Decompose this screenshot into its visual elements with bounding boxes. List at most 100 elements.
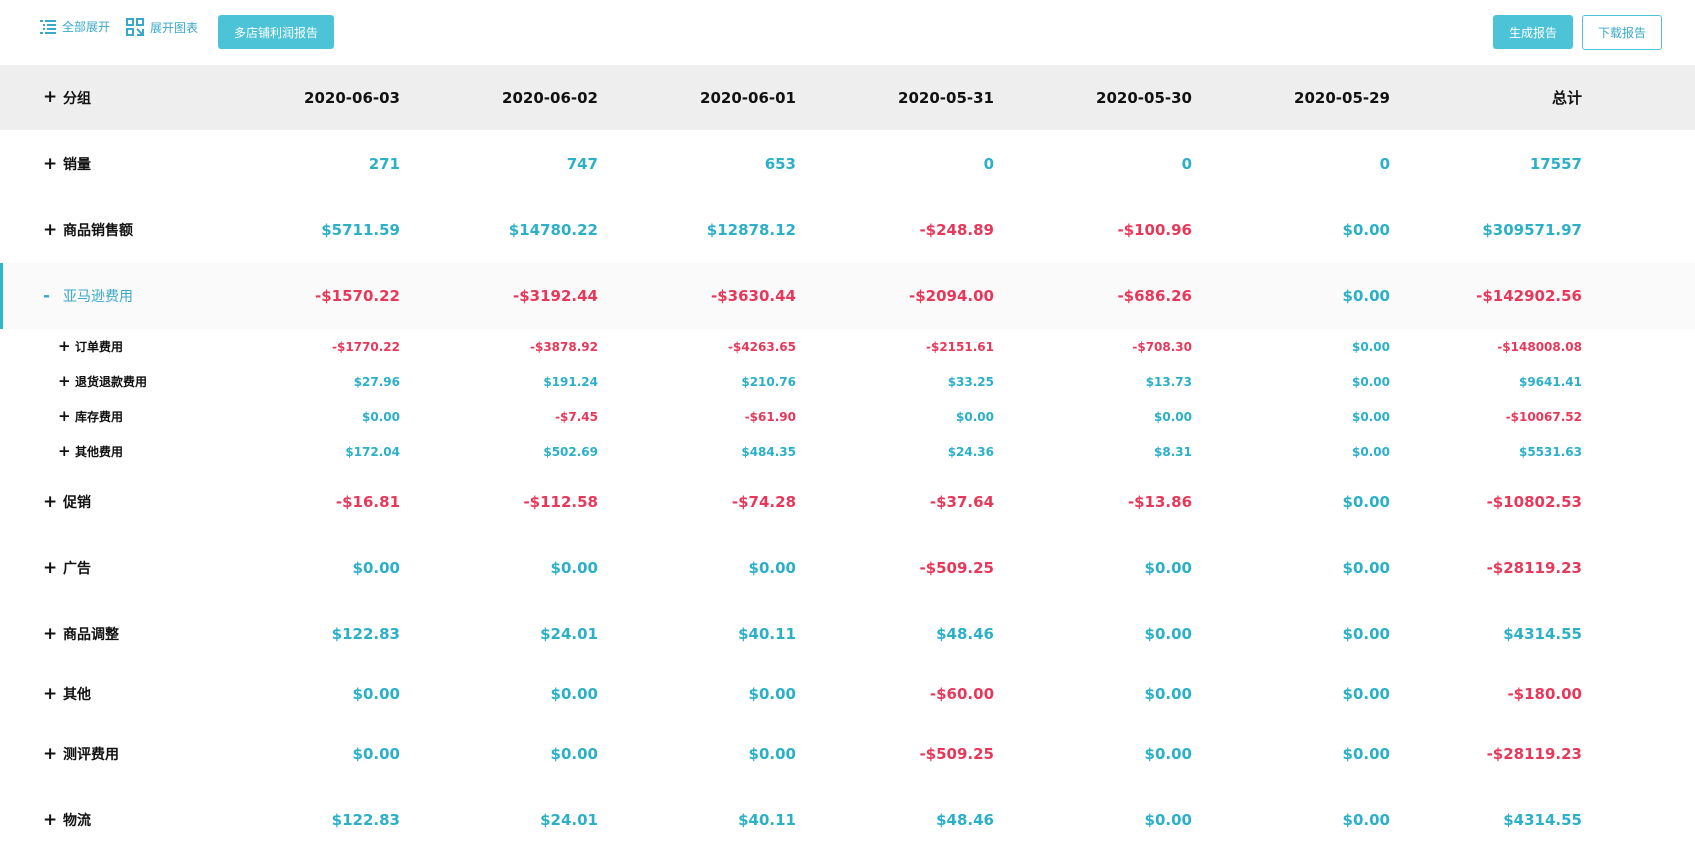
table-cell: $0.00 <box>1342 559 1390 577</box>
list-icon <box>40 19 56 34</box>
download-report-button[interactable]: 下载报告 <box>1582 15 1662 50</box>
table-cell: -$28119.23 <box>1486 745 1582 763</box>
table-cell: -$16.81 <box>335 493 400 511</box>
table-row[interactable]: + 广告 $0.00 $0.00 $0.00 -$509.25 $0.00 $0.00 -$28… <box>0 535 1695 601</box>
expand-chart-link[interactable]: 展开图表 <box>126 18 198 36</box>
table-cell: $48.46 <box>936 625 994 643</box>
table-cell: 17557 <box>1529 155 1582 173</box>
table-row[interactable]: - 亚马逊费用 -$1570.22 -$3192.44 -$3630.44 -$2094.… <box>0 263 1695 329</box>
table-cell: $0.00 <box>550 685 598 703</box>
row-label[interactable]: + 物流 <box>43 787 91 853</box>
row-label-text: 库存费用 <box>75 410 124 424</box>
table-cell: $24.36 <box>947 444 994 459</box>
row-label[interactable]: + 退货退款费用 <box>58 364 147 399</box>
table-row[interactable]: + 销量 271 747 653 0 0 0 17557 <box>0 131 1695 197</box>
row-label[interactable]: + 商品销售额 <box>43 197 133 263</box>
table-cell: $0.00 <box>352 745 400 763</box>
table-row[interactable]: + 其他 $0.00 $0.00 $0.00 -$60.00 $0.00 $0.00 -$180… <box>0 667 1695 721</box>
table-cell: $0.00 <box>1342 287 1390 305</box>
row-label[interactable]: - 亚马逊费用 <box>43 263 133 329</box>
expand-toggle-icon[interactable]: + <box>43 683 58 704</box>
table-cell: -$28119.23 <box>1486 559 1582 577</box>
table-row[interactable]: + 测评费用 $0.00 $0.00 $0.00 -$509.25 $0.00 $0.00 -$… <box>0 721 1695 787</box>
column-header[interactable]: 2020-05-31 <box>898 88 994 107</box>
row-label[interactable]: + 广告 <box>43 535 91 601</box>
table-cell: 271 <box>368 155 400 173</box>
expand-toggle-icon[interactable]: + <box>43 87 58 107</box>
table-row[interactable]: + 物流 $122.83 $24.01 $40.11 $48.46 $0.00 $0.00 $4… <box>0 787 1695 853</box>
table-cell: $0.00 <box>748 745 796 763</box>
expand-toggle-icon[interactable]: + <box>43 623 58 644</box>
table-cell: -$3630.44 <box>711 287 796 305</box>
table-cell: -$4263.65 <box>728 339 796 354</box>
table-cell: -$708.30 <box>1132 339 1192 354</box>
expand-toggle-icon[interactable]: + <box>58 372 71 390</box>
row-label-text: 其他费用 <box>75 445 124 459</box>
row-label[interactable]: + 商品调整 <box>43 601 119 667</box>
collapse-toggle-icon[interactable]: - <box>43 285 51 306</box>
multi-store-report-button[interactable]: 多店铺利润报告 <box>218 15 334 49</box>
table-cell: -$3878.92 <box>530 339 598 354</box>
table-cell: $40.11 <box>738 625 796 643</box>
table-row[interactable]: + 库存费用 $0.00 -$7.45 -$61.90 $0.00 $0.00 $0.00 -$… <box>0 399 1695 434</box>
row-label-text: 测评费用 <box>63 747 119 763</box>
table-cell: $40.11 <box>738 811 796 829</box>
expand-toggle-icon[interactable]: + <box>58 407 71 425</box>
row-label[interactable]: + 库存费用 <box>58 399 123 434</box>
row-label[interactable]: + 订单费用 <box>58 329 123 364</box>
column-header[interactable]: 2020-05-30 <box>1096 88 1192 107</box>
column-header[interactable]: 2020-06-02 <box>502 88 598 107</box>
table-cell: -$13.86 <box>1127 493 1192 511</box>
table-cell: $9641.41 <box>1518 374 1582 389</box>
table-row[interactable]: + 商品调整 $122.83 $24.01 $40.11 $48.46 $0.00 $0.00… <box>0 601 1695 667</box>
row-label[interactable]: + 其他费用 <box>58 434 123 469</box>
expand-toggle-icon[interactable]: + <box>58 337 71 355</box>
column-header[interactable]: 2020-06-03 <box>304 88 400 107</box>
table-cell: $191.24 <box>543 374 598 389</box>
generate-report-button[interactable]: 生成报告 <box>1493 15 1573 49</box>
table-cell: -$112.58 <box>523 493 598 511</box>
table-row[interactable]: + 商品销售额 $5711.59 $14780.22 $12878.12 -$248.89… <box>0 197 1695 263</box>
table-cell: $0.00 <box>1342 811 1390 829</box>
column-header[interactable]: 2020-06-01 <box>700 88 796 107</box>
table-cell: $14780.22 <box>508 221 598 239</box>
table-cell: $0.00 <box>1144 745 1192 763</box>
table-cell: 0 <box>983 155 994 173</box>
table-cell: $0.00 <box>1342 221 1390 239</box>
column-header[interactable]: 总计 <box>1551 89 1582 107</box>
row-label[interactable]: + 其他 <box>43 667 91 721</box>
table-cell: $24.01 <box>540 811 598 829</box>
table-cell: $0.00 <box>1342 625 1390 643</box>
table-cell: -$142902.56 <box>1476 287 1582 305</box>
expand-toggle-icon[interactable]: + <box>43 809 58 830</box>
table-cell: 0 <box>1181 155 1192 173</box>
column-header[interactable]: 2020-05-29 <box>1294 88 1390 107</box>
table-cell: -$1570.22 <box>315 287 400 305</box>
expand-toggle-icon[interactable]: + <box>43 743 58 764</box>
table-cell: $0.00 <box>1144 811 1192 829</box>
table-row[interactable]: + 退货退款费用 $27.96 $191.24 $210.76 $33.25 $13.73 $… <box>0 364 1695 399</box>
expand-toggle-icon[interactable]: + <box>43 557 58 578</box>
expand-toggle-icon[interactable]: + <box>43 491 58 512</box>
table-cell: $27.96 <box>353 374 400 389</box>
expand-toggle-icon[interactable]: + <box>43 219 58 240</box>
table-cell: -$509.25 <box>919 745 994 763</box>
group-header[interactable]: + 分组 <box>43 65 91 130</box>
chart-grid-icon <box>126 18 144 36</box>
table-cell: $0.00 <box>1144 625 1192 643</box>
row-label[interactable]: + 促销 <box>43 469 91 535</box>
expand-toggle-icon[interactable]: + <box>43 153 58 174</box>
row-label[interactable]: + 销量 <box>43 131 91 197</box>
table-cell: $8.31 <box>1154 444 1192 459</box>
table-cell: -$10067.52 <box>1505 409 1582 424</box>
table-cell: $172.04 <box>345 444 400 459</box>
table-row[interactable]: + 订单费用 -$1770.22 -$3878.92 -$4263.65 -$2151.6… <box>0 329 1695 364</box>
table-row[interactable]: + 其他费用 $172.04 $502.69 $484.35 $24.36 $8.31 $0.… <box>0 434 1695 469</box>
row-label[interactable]: + 测评费用 <box>43 721 119 787</box>
table-row[interactable]: + 促销 -$16.81 -$112.58 -$74.28 -$37.64 -$13.86 $… <box>0 469 1695 535</box>
table-cell: $0.00 <box>1352 374 1390 389</box>
expand-toggle-icon[interactable]: + <box>58 442 71 460</box>
table-cell: $122.83 <box>331 625 400 643</box>
expand-all-link[interactable]: 全部展开 <box>40 18 110 35</box>
table-cell: $0.00 <box>1144 685 1192 703</box>
